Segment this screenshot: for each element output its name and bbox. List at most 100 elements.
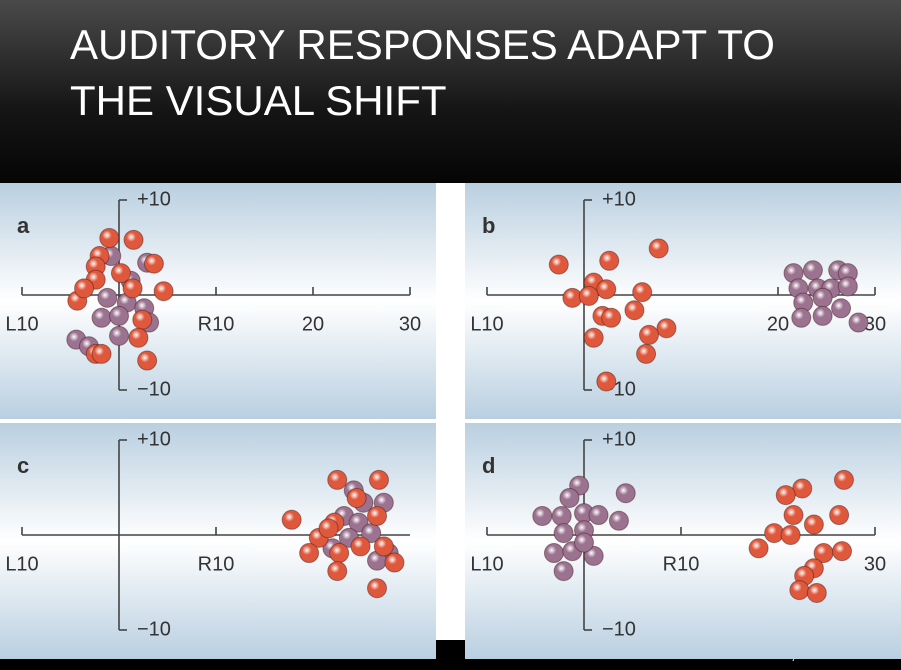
point (91, 343, 112, 364)
point (559, 487, 580, 508)
y-tick-label: −10 (602, 618, 636, 640)
point (624, 300, 645, 321)
point (775, 485, 796, 506)
point (803, 514, 824, 535)
point (812, 287, 833, 308)
point (532, 506, 553, 526)
y-tick-label: +10 (137, 428, 171, 450)
point (636, 343, 657, 364)
point (551, 506, 572, 526)
point (74, 278, 95, 299)
title-line: THE VISUAL SHIFT (70, 77, 447, 124)
x-tick-label: 30 (864, 553, 886, 575)
point (806, 582, 827, 603)
x-tick-label: R10 (198, 553, 235, 575)
panel-label: d (482, 453, 495, 478)
point (599, 250, 620, 271)
x-tick-label: 20 (767, 313, 789, 335)
point (122, 278, 143, 299)
point (91, 307, 112, 328)
point (367, 578, 388, 599)
point (812, 305, 833, 326)
point (368, 469, 389, 490)
point (128, 327, 149, 348)
x-tick-label: 30 (399, 313, 421, 335)
point (764, 523, 785, 544)
point (123, 229, 144, 250)
point (829, 505, 850, 526)
point (783, 505, 804, 526)
point (588, 505, 609, 526)
point (574, 532, 594, 553)
point (553, 561, 574, 582)
point (548, 254, 569, 275)
point (281, 509, 302, 530)
point (848, 312, 869, 333)
point (583, 327, 604, 348)
point (792, 478, 813, 499)
point (361, 523, 382, 544)
y-tick-label: +10 (602, 188, 636, 210)
point (837, 276, 858, 297)
point (596, 371, 617, 392)
point (346, 487, 367, 508)
point (583, 545, 604, 566)
point (373, 536, 394, 557)
x-tick-label: R10 (663, 553, 700, 575)
point (553, 523, 574, 544)
x-tick-label: L10 (5, 553, 38, 575)
point (137, 350, 158, 371)
point (648, 238, 669, 259)
x-tick-label: 20 (302, 313, 324, 335)
x-tick-label: L10 (470, 553, 503, 575)
point (802, 260, 823, 281)
point (656, 318, 677, 339)
point (780, 525, 801, 545)
point (109, 325, 129, 346)
point (831, 298, 852, 319)
point (384, 552, 405, 573)
point (615, 483, 636, 504)
point (543, 543, 564, 564)
point (632, 282, 653, 303)
x-tick-label: L10 (5, 313, 38, 335)
point (318, 518, 339, 539)
point (99, 228, 120, 248)
point (327, 561, 348, 582)
y-tick-label: −10 (137, 378, 171, 400)
point (299, 543, 320, 564)
point (132, 309, 153, 330)
y-tick-label: −10 (137, 618, 171, 640)
point (833, 469, 854, 490)
x-tick-label: L10 (470, 313, 503, 335)
panel-label: c (17, 453, 29, 478)
panel-label: b (482, 213, 495, 238)
y-tick-label: +10 (137, 188, 171, 210)
title-line: AUDITORY RESPONSES ADAPT TO (70, 21, 775, 68)
point (748, 538, 769, 559)
y-tick-label: +10 (602, 428, 636, 450)
point (97, 287, 118, 308)
point (608, 510, 629, 531)
point (791, 307, 812, 328)
point (562, 287, 583, 308)
header (0, 0, 901, 183)
point (350, 536, 371, 557)
panel-bg (465, 423, 901, 659)
point (143, 253, 164, 274)
x-tick-label: 30 (864, 313, 886, 335)
point (110, 263, 131, 284)
panel-label: a (17, 213, 30, 238)
point (832, 541, 853, 562)
point (348, 512, 369, 533)
point (596, 279, 617, 300)
point (327, 469, 348, 490)
point (367, 506, 388, 526)
point (638, 324, 659, 345)
point (109, 305, 129, 326)
point (329, 543, 350, 564)
point (578, 285, 599, 306)
panel-bg (0, 183, 436, 419)
point (153, 281, 174, 302)
